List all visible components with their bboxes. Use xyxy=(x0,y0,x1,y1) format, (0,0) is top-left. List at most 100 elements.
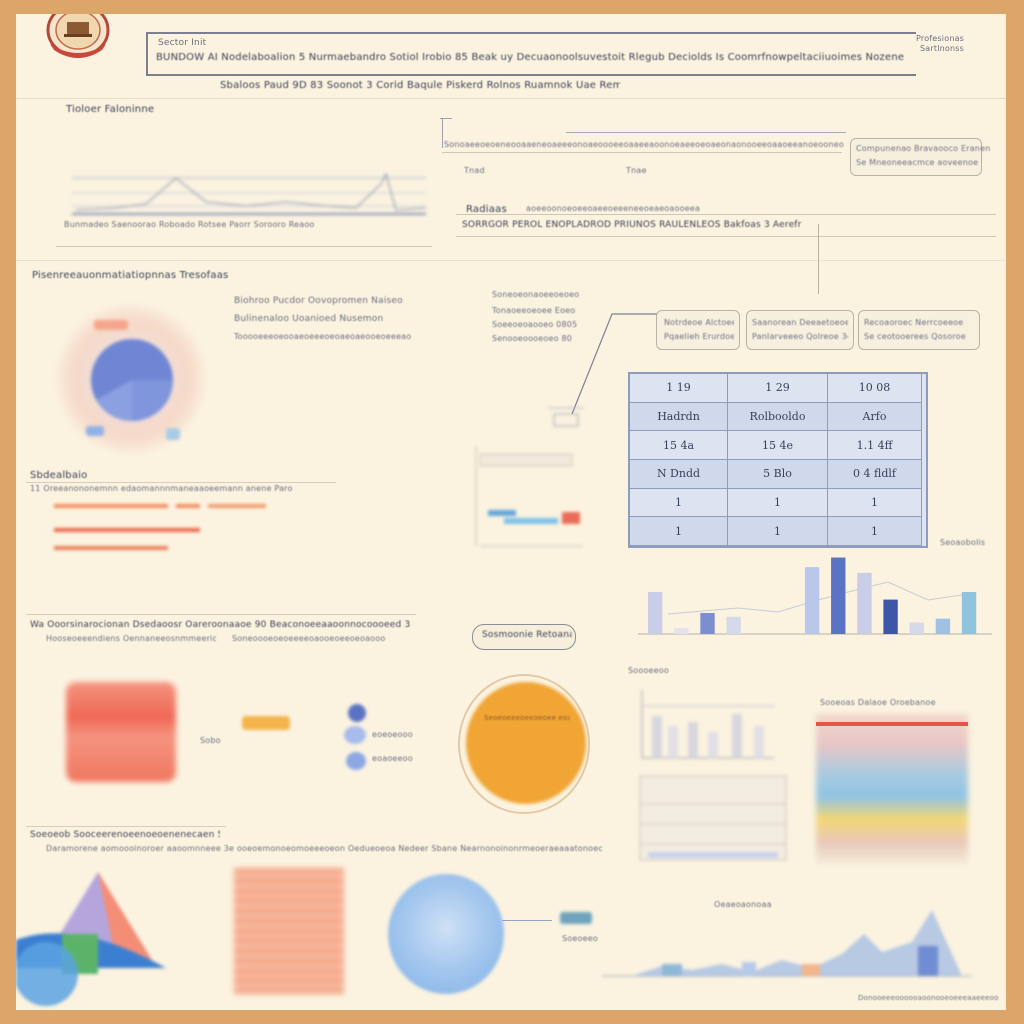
top-left-label: Sector Init xyxy=(158,38,207,48)
table-cell: 1 xyxy=(630,488,728,518)
top-right-mini-1: Tnad xyxy=(464,166,485,175)
triangle-graphic xyxy=(16,864,176,1010)
flow-box-1 xyxy=(656,310,740,350)
left-mid-bar-1 xyxy=(54,504,168,508)
mid-text-4: Senooeoooeoeo 80 xyxy=(492,334,573,343)
right-note-line: SORRGOR PEROL ENOPLADROD PRIUNOS RAULENL… xyxy=(462,220,802,230)
orange-chip xyxy=(242,716,290,730)
bar xyxy=(831,557,846,634)
line-chart-axis-labels: Bunmadeo Saenoorao Roboado Rotsee Paorr … xyxy=(64,220,315,229)
callout-top-right-line-1: Compunenao Bravaooco Eranen xyxy=(856,144,991,153)
pie-label-chip-3 xyxy=(166,428,180,440)
flow-connector xyxy=(571,313,662,415)
section3-sub-2: Soneoooeoeoeeeeoaooeoeeoeoaooo xyxy=(232,634,386,643)
bar-chart-caption: Seoaobolis xyxy=(940,538,986,547)
pie-side-line-1: Biohroo Pucdor Oovopromen Naiseo xyxy=(234,296,403,306)
section4-line: Daramorene aomoooinoroer aaoomnneee 3e o… xyxy=(46,844,602,853)
table-cell: 1.1 4ff xyxy=(828,431,922,460)
flow-box-2-line-b: Panlarveeeo Qolreoe 3e xyxy=(752,332,848,341)
pie-section-title: Pisenreeauonmatiatiopnnas Tresofaas xyxy=(32,270,229,281)
bar-chart xyxy=(638,557,992,635)
bar xyxy=(726,616,741,634)
bottom-right-label: Oeaeoaonoaa xyxy=(714,900,772,909)
left-mid-line: 11 Oreeanononemnn edaomannnmaneaaoeemann… xyxy=(30,484,293,493)
section4-title: Soeoeob Sooceerenoeenoeoenenecaen Soae xyxy=(30,830,220,840)
table-cell: 1 xyxy=(828,517,922,546)
table-cell: 15 4a xyxy=(630,431,728,460)
footer-note: Donooeeeoooooaoonooeoeeeaaeeeooooaa xyxy=(858,994,998,1002)
header-banner xyxy=(146,32,916,76)
orange-circle xyxy=(458,674,590,814)
table-cell: Rolbooldo xyxy=(728,402,828,432)
flow-box-1-line-b: Pqaelieh Erurdoe xyxy=(664,332,734,341)
infographic-poster: Sector Init BUNDOW AI Nodelaboalion 5 Nu… xyxy=(16,14,1006,1010)
left-mid-bar-4 xyxy=(54,528,200,532)
bar xyxy=(883,599,898,634)
red-block-label: Sobo xyxy=(200,736,221,745)
flow-box-1-line-a: Notrdeoe Alctoee xyxy=(664,318,734,327)
table-cell: 0 4 fldlf xyxy=(828,459,922,489)
seal-logo xyxy=(42,14,114,64)
pie-label-chip-1 xyxy=(94,320,128,330)
small-chart-bottom xyxy=(638,774,788,864)
pie-chart xyxy=(90,338,174,422)
mid-text-1: Soneoeonaoeeoeoeo xyxy=(492,290,580,299)
top-right-text-line: Sonoaeeoeoeneooaaeneoaeeeonoaeoooeeoaaee… xyxy=(444,140,844,149)
left-mid-bar-5 xyxy=(54,546,168,550)
red-block xyxy=(66,682,176,782)
bar xyxy=(935,618,951,634)
section3-title: Wa Ooorsinarocionan Dsedaoosr Oareroonaa… xyxy=(30,620,410,630)
mini-bar-panel xyxy=(474,406,584,556)
table-cell: N Dndd xyxy=(630,459,728,489)
line-chart-title: Tioloer Faloninne xyxy=(66,104,155,115)
flow-box-2 xyxy=(746,310,854,350)
dot-blue-1 xyxy=(348,704,366,722)
dot-blue-3 xyxy=(346,752,366,770)
small-chart-label: Soooeeoo xyxy=(628,666,669,675)
top-right-mini-2: Tnae xyxy=(626,166,647,175)
top-right-label-1: Profesionas xyxy=(916,34,965,43)
table-cell: Hadrdn xyxy=(630,402,728,432)
pill-label: Sosmoonie Retoanar xyxy=(482,630,572,640)
flow-box-3-line-b: Se ceotooerees Qosoroe xyxy=(864,332,966,341)
table-cell: 1 xyxy=(728,517,828,546)
callout-top-right-line-2: Se Mneoneeacmce aoveenoe xyxy=(856,158,979,167)
dot-label-2: eoeoeooo xyxy=(372,730,413,739)
data-table: 1 19 1 29 10 08 Hadrdn Rolbooldo Arfo 15 4a 15 … xyxy=(628,372,928,548)
left-mid-bar-2 xyxy=(176,504,200,508)
bar xyxy=(857,572,872,634)
heatmap-accent xyxy=(816,722,968,726)
callout-box-top-right xyxy=(850,138,982,176)
pie-side-line-2: Bulinenaloo Uoanioed Nusemon xyxy=(234,314,384,324)
table-cell: 1 xyxy=(728,488,828,518)
flow-box-2-line-a: Saanorean Deeaetoeoe xyxy=(752,318,848,327)
bar xyxy=(909,622,924,634)
mid-text-3: Soeeoeoaooeo 0805 xyxy=(492,320,578,329)
flow-box-3-line-a: Recoaoroec Nerrcoeeoe xyxy=(864,318,964,327)
table-cell: 1 xyxy=(630,517,728,546)
table-cell: Arfo xyxy=(828,402,922,432)
dot-blue-2 xyxy=(344,726,366,744)
area-chart xyxy=(602,894,972,984)
dot-label-3: eoaoeeoo xyxy=(372,754,413,763)
header-subtitle: Sbaloos Paud 9D 83 Soonot 3 Corid Baqule… xyxy=(220,80,620,91)
sphere-label: Soeoeeo xyxy=(562,934,598,943)
table-cell: 10 08 xyxy=(828,374,922,403)
bar xyxy=(804,567,820,634)
table-cell: 5 Blo xyxy=(728,459,828,489)
table-cell: 1 xyxy=(828,488,922,518)
pie-side-line-3: Tooooeeeoeooaeoeeeoeoaeoaeooeoeeeao xyxy=(234,332,412,341)
left-mid-bar-3 xyxy=(208,504,266,508)
pill-tag xyxy=(472,624,576,650)
pie-label-chip-2 xyxy=(86,426,104,436)
orange-disc-text: Seoeoeeeoeeoeoee eoaoeoeeeoeoeeo eeoeoe xyxy=(484,714,570,722)
header-banner-text: BUNDOW AI Nodelaboalion 5 Nurmaebandro S… xyxy=(156,52,904,63)
sphere-chip xyxy=(560,912,592,924)
small-chart-top xyxy=(638,686,778,766)
table-cell: 1 19 xyxy=(630,374,728,403)
bar xyxy=(700,612,715,634)
coral-block xyxy=(234,868,344,994)
right-note-suffix: aoeeoonoeoeeoaeeoeeeneeoeaeoaooeea xyxy=(526,204,701,213)
heatmap xyxy=(816,714,968,864)
mid-text-2: Tonaoeeoeoee Eoeo xyxy=(492,306,576,315)
